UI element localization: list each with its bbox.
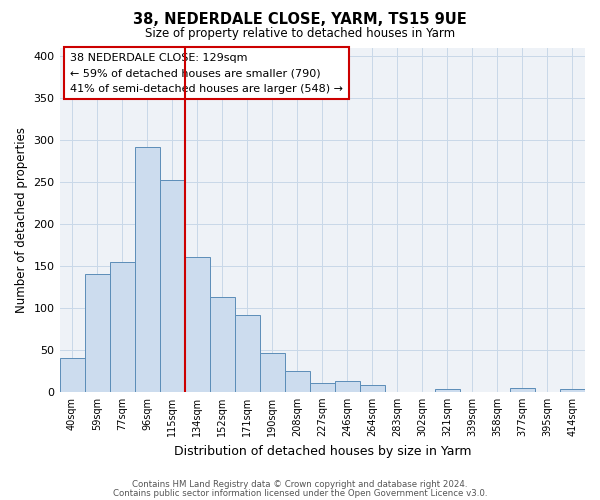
Bar	[59, 358, 85, 392]
Bar	[335, 381, 360, 392]
Bar	[85, 274, 110, 392]
Bar	[560, 390, 585, 392]
Bar	[134, 146, 160, 392]
Text: Contains public sector information licensed under the Open Government Licence v3: Contains public sector information licen…	[113, 490, 487, 498]
Bar	[185, 258, 209, 392]
Bar	[510, 388, 535, 392]
Y-axis label: Number of detached properties: Number of detached properties	[15, 126, 28, 312]
X-axis label: Distribution of detached houses by size in Yarm: Distribution of detached houses by size …	[173, 444, 471, 458]
Text: Contains HM Land Registry data © Crown copyright and database right 2024.: Contains HM Land Registry data © Crown c…	[132, 480, 468, 489]
Bar	[235, 314, 260, 392]
Bar	[260, 353, 285, 392]
Bar	[435, 390, 460, 392]
Bar	[285, 371, 310, 392]
Bar	[110, 262, 134, 392]
Bar	[360, 385, 385, 392]
Bar	[160, 180, 185, 392]
Bar	[209, 297, 235, 392]
Bar	[310, 384, 335, 392]
Text: 38 NEDERDALE CLOSE: 129sqm
← 59% of detached houses are smaller (790)
41% of sem: 38 NEDERDALE CLOSE: 129sqm ← 59% of deta…	[70, 52, 343, 94]
Text: 38, NEDERDALE CLOSE, YARM, TS15 9UE: 38, NEDERDALE CLOSE, YARM, TS15 9UE	[133, 12, 467, 28]
Text: Size of property relative to detached houses in Yarm: Size of property relative to detached ho…	[145, 28, 455, 40]
